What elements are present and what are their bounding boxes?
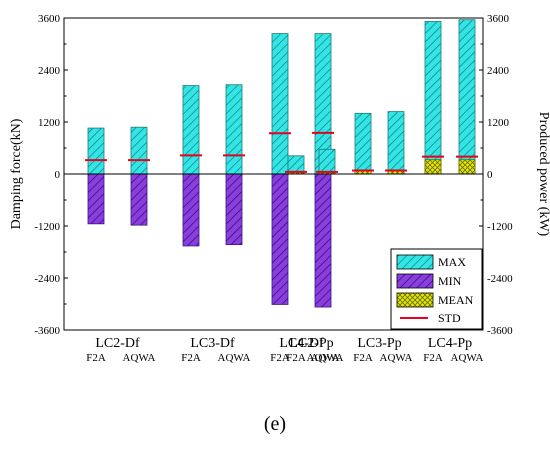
y2-tick-label: 3600	[487, 13, 510, 25]
x-group-label: LC4-Pp	[428, 336, 472, 351]
y2-axis-title: Produced power (kW)	[536, 112, 550, 237]
legend-label-max: MAX	[438, 255, 466, 269]
y-tick-label: -2400	[34, 273, 60, 285]
x-sub-label: AQWA	[307, 352, 340, 364]
y-tick-label: -3600	[34, 325, 60, 337]
x-group-label: LC3-Df	[190, 336, 235, 351]
bar-max	[318, 148, 336, 175]
x-group-label: LC4-Df	[279, 336, 324, 351]
y-tick-label: -1200	[34, 221, 60, 233]
bar-min	[182, 173, 200, 247]
x-sub-label: F2A	[423, 352, 443, 364]
legend: MAX MIN MEAN STD	[390, 248, 483, 330]
bar-max	[354, 112, 372, 175]
x-sub-label: AQWA	[380, 352, 413, 364]
bar-max	[130, 126, 148, 175]
legend-swatch-mean	[396, 292, 434, 308]
x-sub-label: F2A	[86, 352, 106, 364]
y-tick-label: 0	[55, 169, 61, 181]
bar-mean	[458, 159, 476, 175]
y2-tick-label: 2400	[487, 65, 510, 77]
legend-label-mean: MEAN	[438, 293, 474, 307]
y-axis-title: Damping force(kN)	[9, 118, 24, 229]
bar-mean	[424, 159, 442, 175]
y2-tick-label: 1200	[487, 117, 510, 129]
bar-max	[182, 85, 200, 175]
x-group-label: LC3-Pp	[357, 336, 401, 351]
bar-min	[225, 173, 243, 246]
legend-swatch-min	[396, 273, 434, 289]
x-sub-label: AQWA	[311, 352, 344, 364]
y2-tick-label: 0	[487, 169, 493, 181]
x-sub-label: AQWA	[123, 352, 156, 364]
bar-max	[387, 111, 405, 175]
y2-tick-label: -3600	[487, 325, 513, 337]
legend-label-std: STD	[438, 311, 461, 325]
y2-tick-label: -1200	[487, 221, 513, 233]
x-sub-label: F2A	[181, 352, 201, 364]
legend-swatch-max	[396, 254, 434, 270]
x-sub-label: F2A	[353, 352, 373, 364]
y2-tick-label: -2400	[487, 273, 513, 285]
bar-min	[87, 173, 105, 225]
bar-max	[271, 33, 289, 175]
y-tick-label: 3600	[38, 13, 61, 25]
x-group-label: LC2-Pp	[289, 336, 333, 351]
x-group-label: LC2-Df	[95, 336, 140, 351]
x-sub-label: AQWA	[218, 352, 251, 364]
y-tick-label: 2400	[38, 65, 61, 77]
x-sub-label: F2A	[286, 352, 306, 364]
y-tick-label: 1200	[38, 117, 61, 129]
bar-max	[225, 84, 243, 175]
bar-min	[314, 173, 332, 308]
bar-max	[424, 21, 442, 175]
bar-min	[271, 173, 289, 305]
legend-label-min: MIN	[438, 274, 462, 288]
bar-max	[458, 19, 476, 175]
x-sub-label: F2A	[270, 352, 290, 364]
bar-max	[87, 127, 105, 175]
x-sub-label: AQWA	[451, 352, 484, 364]
figure-caption: (e)	[264, 413, 286, 435]
bar-min	[130, 173, 148, 226]
